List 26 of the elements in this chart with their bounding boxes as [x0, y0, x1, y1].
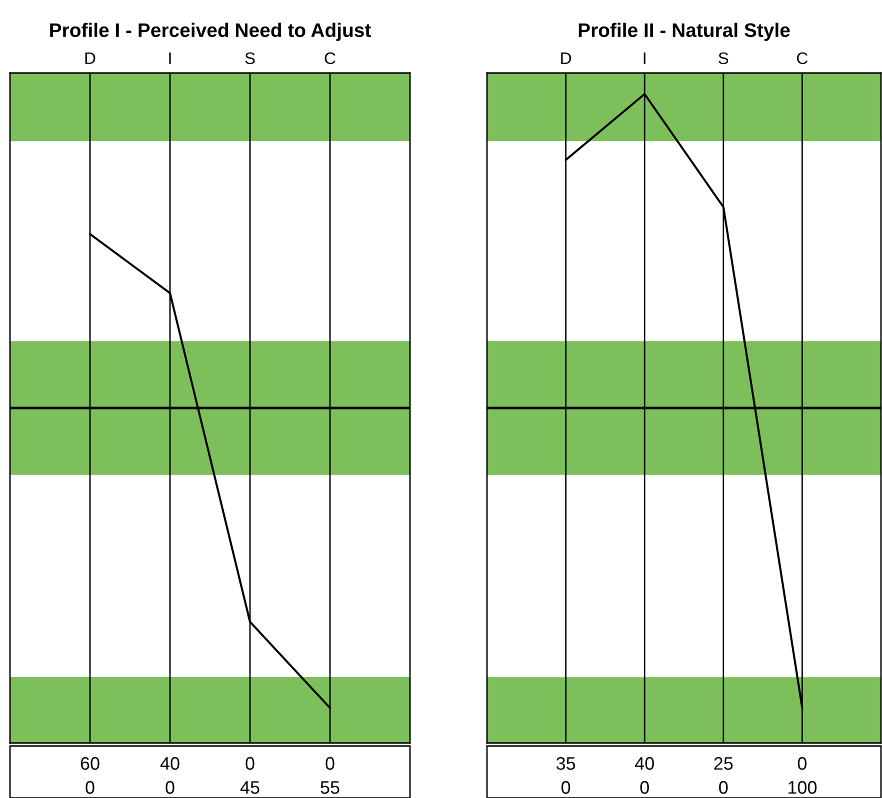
text: 0 [86, 781, 94, 794]
x-tick-label: D [561, 52, 572, 64]
x-tick-label: S [245, 52, 255, 64]
text: 25 [714, 757, 733, 770]
x-tick-label: C [797, 52, 808, 64]
text: 0 [166, 781, 174, 794]
text: 0 [798, 757, 807, 770]
text: 55 [320, 781, 340, 794]
text: 0 [640, 781, 649, 794]
chart-title: Profile II - Natural Style [578, 22, 790, 41]
text: 0 [561, 781, 570, 794]
text: 40 [160, 757, 180, 770]
x-tick-label: D [85, 52, 96, 64]
x-tick-label: I [644, 52, 646, 64]
text: 0 [246, 757, 254, 770]
text: 0 [326, 757, 334, 770]
text: 40 [634, 757, 654, 770]
text: 45 [240, 781, 260, 794]
text: 60 [80, 757, 100, 770]
text: 0 [719, 781, 728, 794]
chart-title: Profile I - Perceived Need to Adjust [50, 22, 371, 41]
text: 35 [556, 757, 576, 770]
x-tick-label: C [324, 52, 336, 64]
x-tick-label: S [718, 52, 728, 64]
text: 100 [788, 781, 817, 794]
x-tick-label: I [169, 52, 171, 64]
